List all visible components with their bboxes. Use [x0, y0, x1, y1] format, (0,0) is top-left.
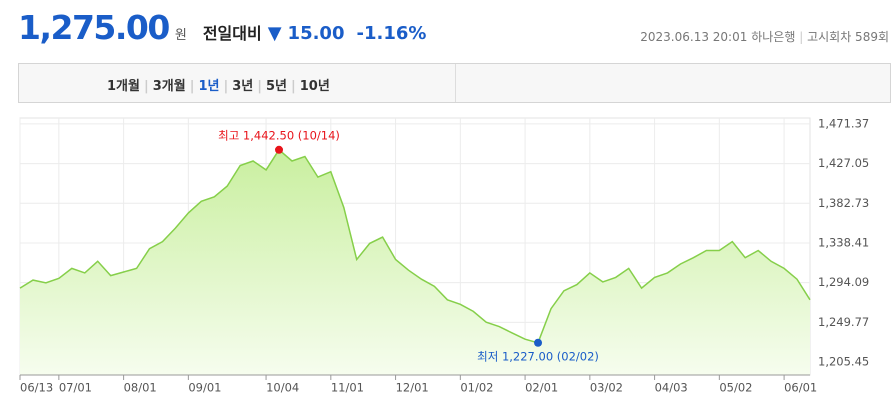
y-tick-label: 1,205.45 [818, 355, 869, 369]
y-tick-label: 1,427.05 [818, 156, 869, 170]
change: 15.00 [287, 23, 345, 44]
x-tick-label: 12/01 [396, 381, 429, 395]
x-tick-label: 09/01 [188, 381, 221, 395]
max-point [275, 145, 284, 154]
y-tick-label: 1,294.09 [818, 275, 869, 289]
period-tab[interactable]: 5년 [265, 79, 287, 94]
tab-separator: | [257, 79, 262, 94]
x-tick-label: 08/01 [124, 381, 157, 395]
x-tick-label: 10/04 [266, 381, 299, 395]
change-pct: -1.16% [356, 23, 427, 44]
x-tick-label: 07/01 [59, 381, 92, 395]
tab-separator: | [143, 79, 149, 94]
x-tick-label: 11/01 [331, 381, 364, 395]
x-tick-label: 05/02 [719, 381, 752, 395]
x-tick-label: 03/02 [590, 381, 623, 395]
min-label: 최저 1,227.00 (02/02) [477, 349, 599, 363]
price: 1,275.00 [18, 8, 170, 47]
tab-separator: | [189, 79, 195, 94]
x-tick-label: 06/13 [20, 381, 53, 395]
price-line [19, 148, 811, 344]
unit: 원 [174, 28, 187, 43]
down-arrow: ▼ [267, 23, 282, 44]
tab-separator: | [223, 79, 229, 94]
period-tab[interactable]: 1개월 [107, 79, 140, 94]
period-tab[interactable]: 3개월 [152, 79, 186, 94]
header: 1,275.00 원 전일대비 ▼ 15.00 -1.16% [18, 8, 426, 47]
x-tick-label: 02/01 [525, 381, 558, 395]
min-point [534, 338, 543, 347]
meta: 2023.06.13 20:01 하나은행 | 고시회차 589회 [640, 30, 889, 44]
y-tick-label: 1,471.37 [818, 116, 869, 130]
period-tab[interactable]: 3년 [232, 79, 254, 94]
x-tick-label: 06/01 [784, 381, 817, 395]
period-tab[interactable]: 10년 [299, 79, 330, 94]
tab-bar: 1개월 | 3개월 | 1년 | 3년 | 5년 | 10년 [18, 63, 891, 103]
y-tick-label: 1,382.73 [818, 196, 869, 210]
period-tab[interactable]: 1년 [198, 79, 220, 94]
y-tick-label: 1,249.77 [818, 315, 869, 329]
bank: 하나은행 [751, 30, 796, 44]
x-tick-label: 01/02 [460, 381, 493, 395]
round: 고시회차 589회 [807, 30, 889, 44]
area-fill [20, 149, 810, 375]
x-tick-label: 04/03 [655, 381, 688, 395]
y-tick-label: 1,338.41 [818, 235, 869, 249]
datetime: 2023.06.13 20:01 [640, 30, 748, 44]
tab-separator: | [290, 79, 296, 94]
max-label: 최고 1,442.50 (10/14) [218, 128, 340, 142]
compare-label: 전일대비 [202, 24, 262, 43]
